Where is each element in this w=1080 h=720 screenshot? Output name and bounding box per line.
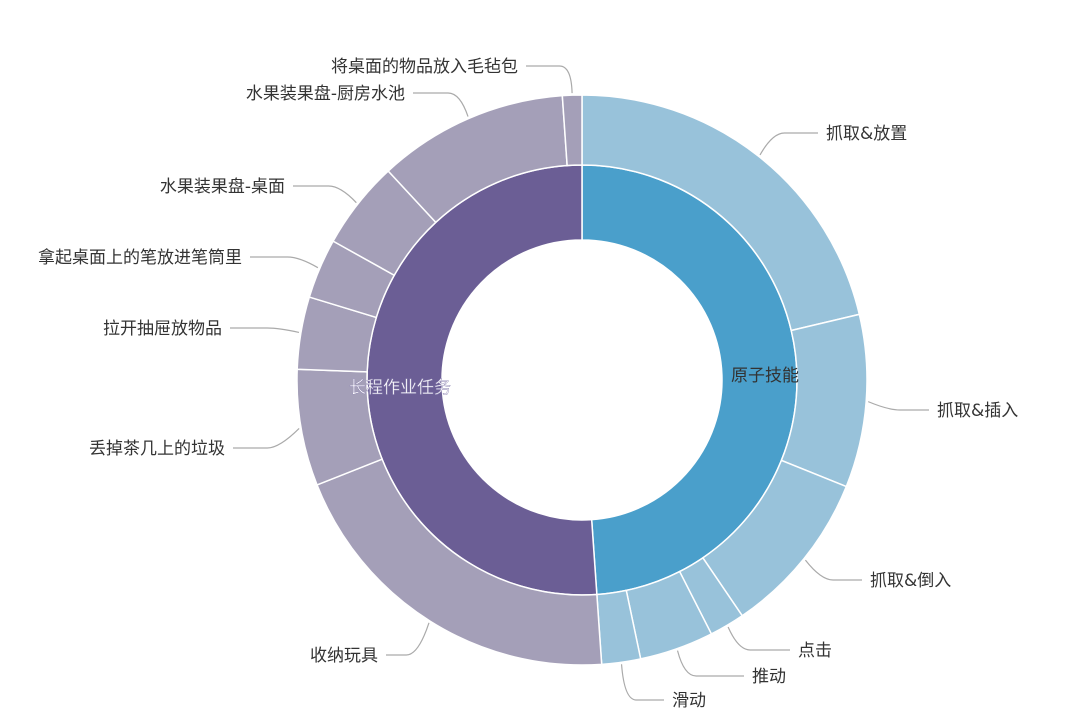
segment-label: 收纳玩具 [310,646,378,666]
segment-label: 滑动 [672,691,706,711]
segment-label: 水果装果盘-桌面 [160,177,285,197]
leader-line [293,185,357,204]
leader-line [867,401,929,411]
outer-segment [561,94,583,167]
segment-label: 拉开抽屉放物品 [103,319,222,339]
leader-line [250,256,319,269]
segment-label: 丢掉茶几上的垃圾 [89,439,225,459]
segment-label: 抓取&倒入 [870,571,951,591]
leader-line [526,65,573,94]
leader-line [413,92,469,117]
leader-line [676,650,744,677]
segment-label: 点击 [798,641,832,661]
group-label: 长程作业任务 [349,378,451,398]
segment-label: 拿起桌面上的笔放进笔筒里 [38,247,242,268]
leader-line [804,559,862,581]
leader-line [727,626,790,651]
leader-line [233,428,300,449]
leader-line [620,664,664,701]
leader-line [759,132,818,156]
segment-label: 抓取&放置 [826,124,907,144]
leader-line [230,327,300,334]
group-label: 原子技能 [731,366,799,386]
segment-label: 将桌面的物品放入毛毡包 [331,57,518,77]
segment-label: 水果装果盘-厨房水池 [246,84,405,104]
leader-line [386,622,430,656]
segment-label: 推动 [752,667,786,687]
segment-label: 抓取&插入 [937,401,1018,421]
